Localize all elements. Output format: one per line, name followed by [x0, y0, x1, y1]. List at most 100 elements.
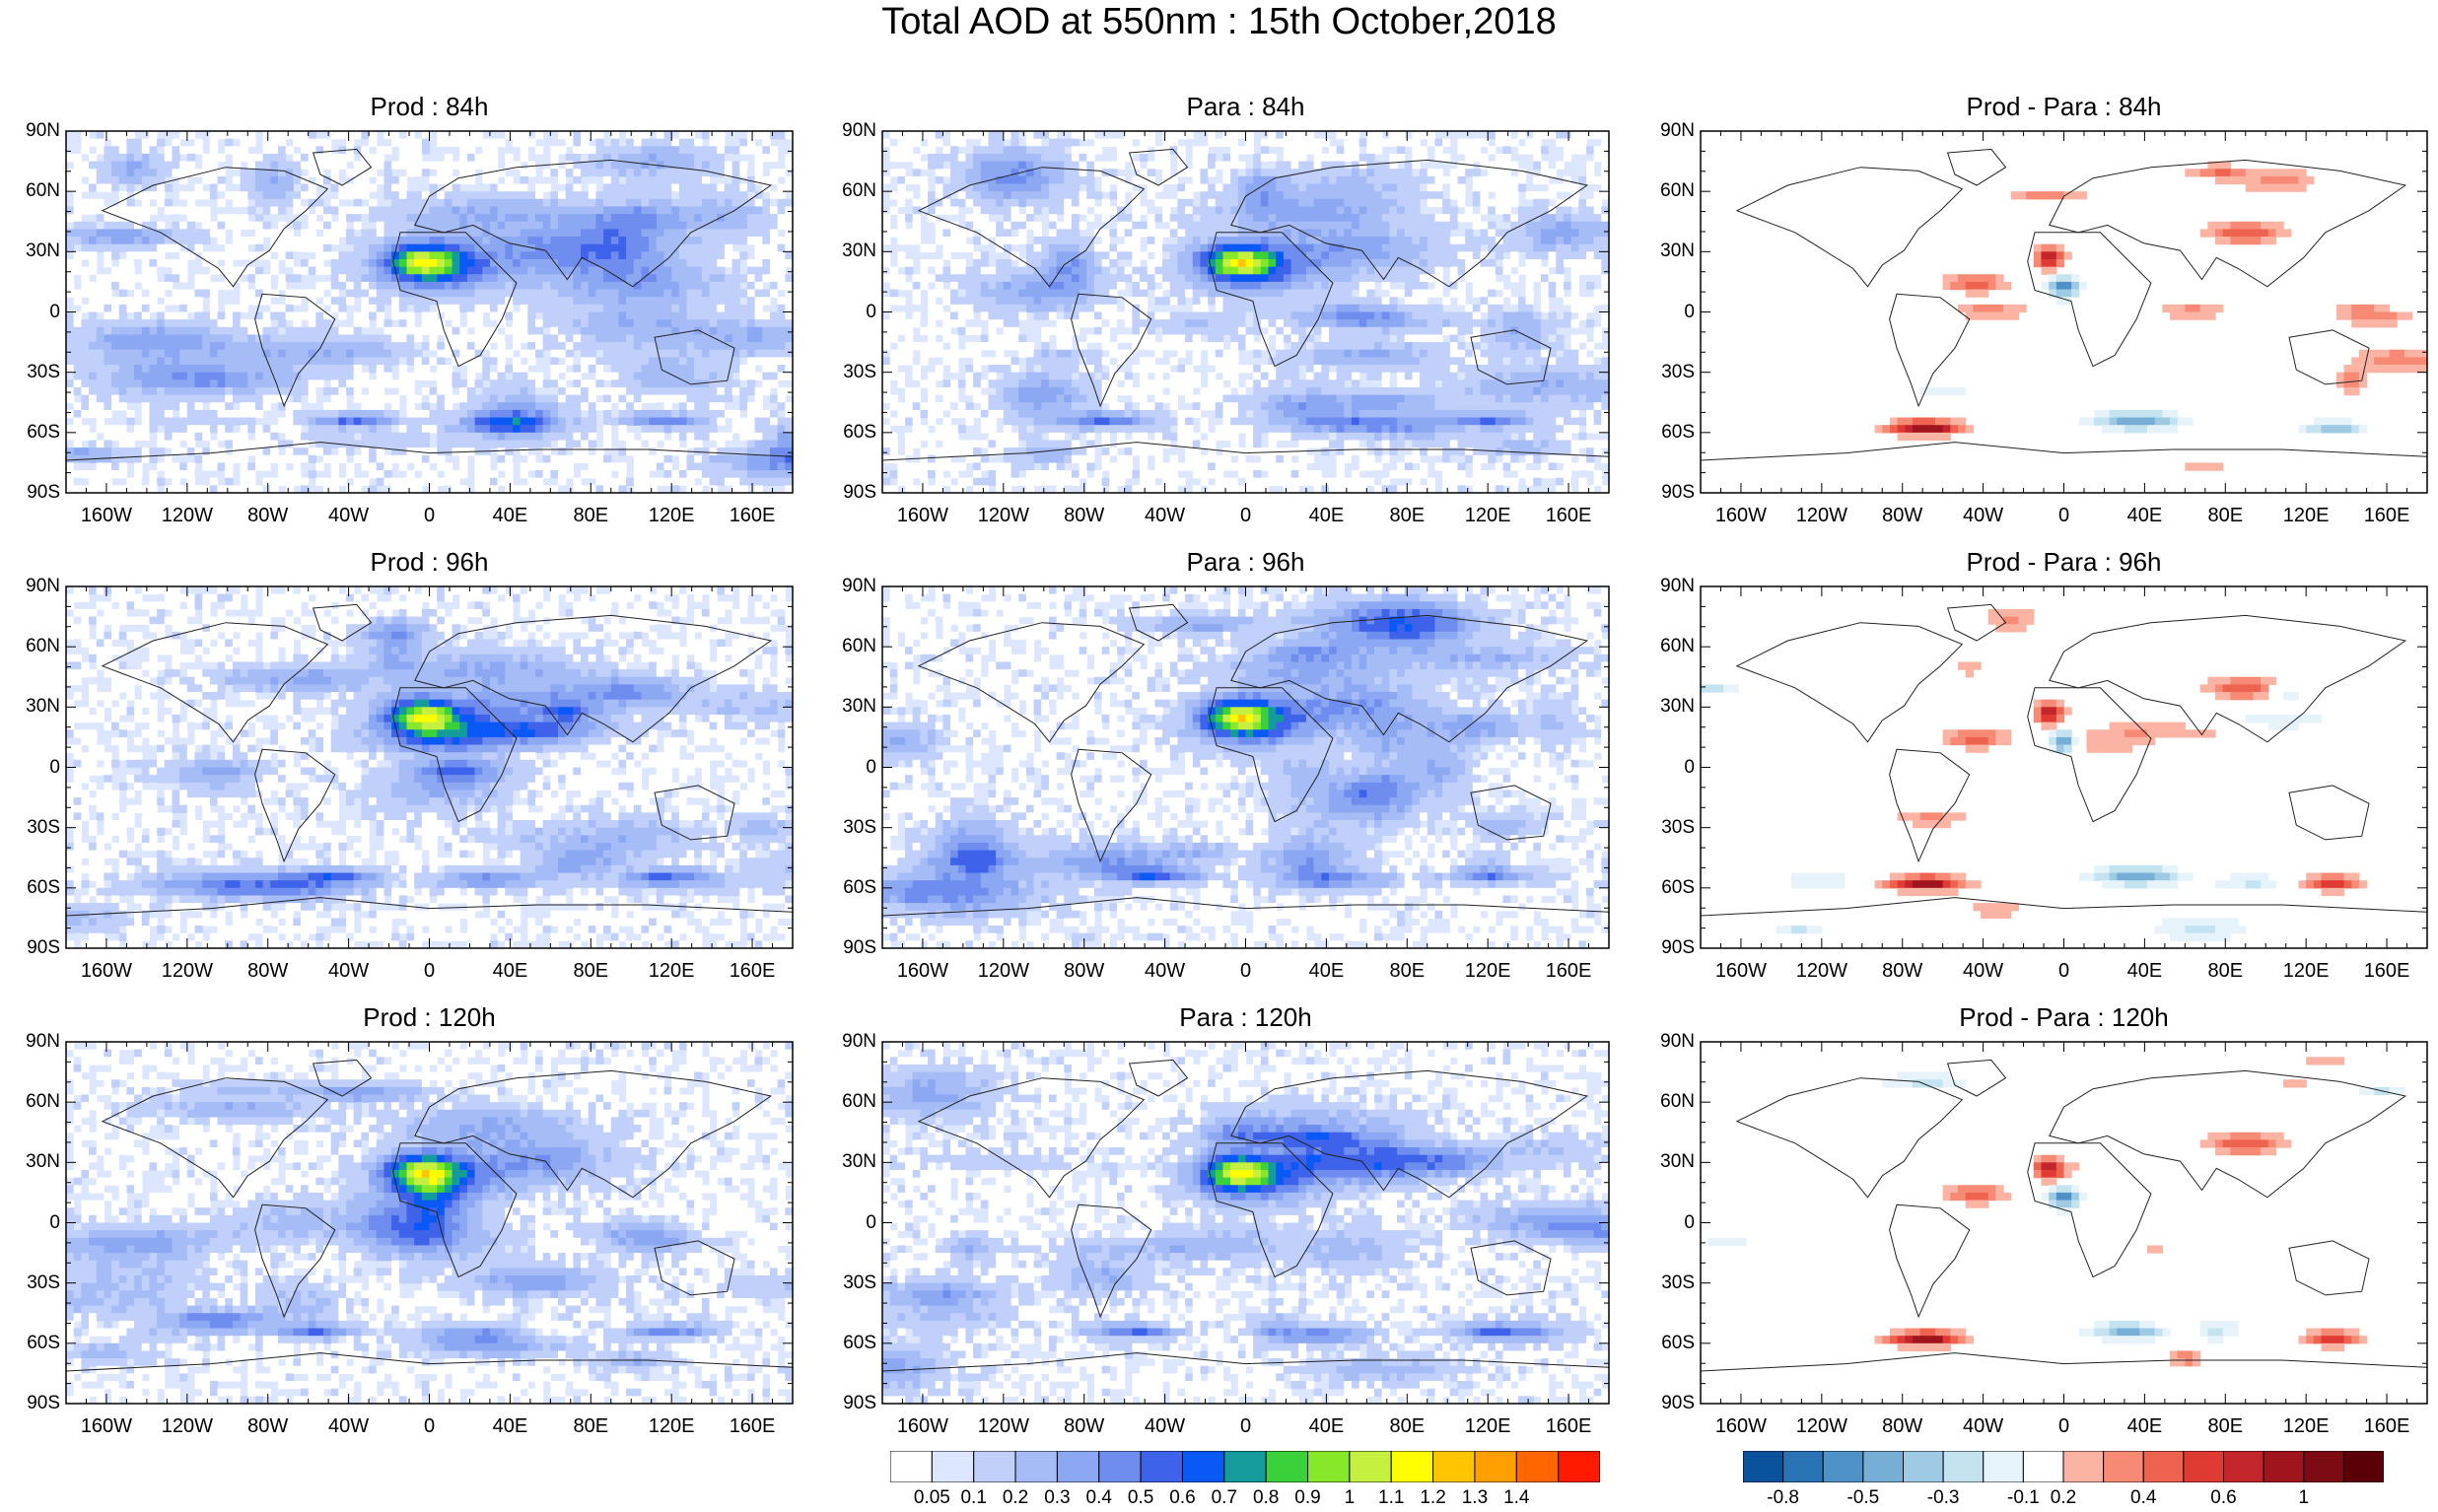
map-panel — [882, 131, 1609, 493]
lon-tick-label: 160W — [1702, 960, 1780, 982]
lat-tick-label: 0 — [1636, 303, 1695, 322]
lat-tick-label: 0 — [1, 1213, 60, 1233]
lon-tick-label: 120W — [1782, 1415, 1861, 1437]
lat-tick-label: 30S — [1636, 1273, 1695, 1293]
colorbar-box — [1516, 1451, 1558, 1482]
lat-tick-label: 30S — [1, 1273, 60, 1293]
panel-title: Prod - Para : 84h — [1700, 92, 2429, 121]
lon-tick-label: 40W — [310, 960, 388, 982]
lat-tick-label: 0 — [817, 303, 876, 322]
lat-tick-label: 60S — [817, 1334, 876, 1353]
colorbar-box — [1308, 1451, 1350, 1482]
lon-tick-label: 120W — [148, 960, 227, 982]
lon-tick-label: 160E — [1529, 1415, 1608, 1437]
lat-tick-label: 60N — [1, 181, 60, 201]
colorbar-box — [1391, 1451, 1432, 1482]
lon-tick-label: 40W — [1944, 960, 2023, 982]
lon-tick-label: 160E — [2347, 960, 2426, 982]
panel-title: Para : 120h — [881, 1002, 1611, 1032]
lon-tick-label: 80E — [1367, 1415, 1446, 1437]
map-canvas — [1701, 131, 2427, 493]
lat-tick-label: 60S — [1, 878, 60, 898]
lon-tick-label: 120W — [148, 505, 227, 526]
lon-tick-label: 40E — [470, 1415, 549, 1437]
difference-colorbar-label: 0.6 — [2199, 1488, 2249, 1508]
lat-tick-label: 90N — [817, 1032, 876, 1052]
lon-tick-label: 160W — [883, 505, 962, 526]
lon-tick-label: 0 — [2025, 505, 2104, 526]
lon-tick-label: 160W — [67, 1415, 146, 1437]
lat-tick-label: 30N — [817, 697, 876, 717]
lon-tick-label: 80W — [1863, 960, 1942, 982]
lat-tick-label: 30S — [817, 363, 876, 382]
lat-tick-label: 90N — [1, 1032, 60, 1052]
difference-colorbar-label: -0.3 — [1918, 1488, 1968, 1508]
map-canvas — [882, 586, 1609, 948]
lat-tick-label: 90N — [1, 121, 60, 141]
lon-tick-label: 80E — [2186, 1415, 2264, 1437]
lat-tick-label: 90S — [1636, 483, 1695, 503]
lon-tick-label: 40E — [470, 505, 549, 526]
colorbar-boxes — [890, 1451, 1600, 1482]
lon-tick-label: 120W — [964, 505, 1043, 526]
lon-tick-label: 40W — [1126, 505, 1205, 526]
difference-colorbar-label: -0.5 — [1839, 1488, 1888, 1508]
lat-tick-label: 60N — [817, 637, 876, 656]
colorbar-box — [1984, 1451, 2024, 1482]
lon-tick-label: 80W — [1863, 1415, 1942, 1437]
lon-tick-label: 120E — [1448, 505, 1527, 526]
lat-tick-label: 90S — [1, 483, 60, 503]
colorbar-box — [1266, 1451, 1307, 1482]
colorbar-box — [932, 1451, 973, 1482]
map-canvas — [66, 1042, 793, 1404]
lat-tick-label: 60N — [1, 1092, 60, 1112]
panel-title: Prod : 120h — [65, 1002, 795, 1032]
lon-tick-label: 160W — [883, 960, 962, 982]
map-canvas — [66, 586, 793, 948]
lon-tick-label: 80E — [551, 1415, 630, 1437]
lon-tick-label: 80E — [1367, 960, 1446, 982]
lat-tick-label: 90S — [817, 938, 876, 958]
lon-tick-label: 160E — [2347, 1415, 2426, 1437]
panel-title: Para : 96h — [881, 547, 1611, 577]
lat-tick-label: 30S — [817, 1273, 876, 1293]
lon-tick-label: 80W — [229, 505, 308, 526]
lat-tick-label: 30N — [1, 1152, 60, 1172]
map-panel — [882, 586, 1609, 948]
lon-tick-label: 40E — [1287, 505, 1365, 526]
map-panel — [1701, 1042, 2427, 1404]
lon-tick-label: 40E — [1287, 1415, 1365, 1437]
lat-tick-label: 60N — [1636, 637, 1695, 656]
lat-tick-label: 90N — [1636, 577, 1695, 596]
lon-tick-label: 120E — [1448, 960, 1527, 982]
lon-tick-label: 40W — [1944, 1415, 2023, 1437]
lon-tick-label: 160W — [1702, 1415, 1780, 1437]
panel-title: Prod : 84h — [65, 92, 795, 121]
lat-tick-label: 0 — [1636, 758, 1695, 778]
lon-tick-label: 120W — [964, 1415, 1043, 1437]
colorbar-box — [2343, 1451, 2384, 1482]
difference-colorbar-label: -0.8 — [1759, 1488, 1808, 1508]
lat-tick-label: 30S — [1, 818, 60, 838]
colorbar-box — [1904, 1451, 1944, 1482]
colorbar-box — [2224, 1451, 2264, 1482]
lat-tick-label: 90S — [1, 938, 60, 958]
lon-tick-label: 80W — [229, 1415, 308, 1437]
lon-tick-label: 40E — [2105, 1415, 2184, 1437]
lon-tick-label: 40E — [2105, 960, 2184, 982]
lon-tick-label: 80E — [1367, 505, 1446, 526]
lon-tick-label: 0 — [390, 960, 469, 982]
lat-tick-label: 0 — [817, 758, 876, 778]
figure-title: Total AOD at 550nm : 15th October,2018 — [0, 0, 2438, 43]
lat-tick-label: 30N — [817, 1152, 876, 1172]
colorbar-box — [1943, 1451, 1984, 1482]
colorbar-box — [1823, 1451, 1863, 1482]
lon-tick-label: 0 — [1207, 505, 1286, 526]
lat-tick-label: 90S — [1636, 938, 1695, 958]
panel-title: Para : 84h — [881, 92, 1611, 121]
lon-tick-label: 80W — [229, 960, 308, 982]
colorbar-box — [1015, 1451, 1057, 1482]
lon-tick-label: 160E — [713, 505, 792, 526]
